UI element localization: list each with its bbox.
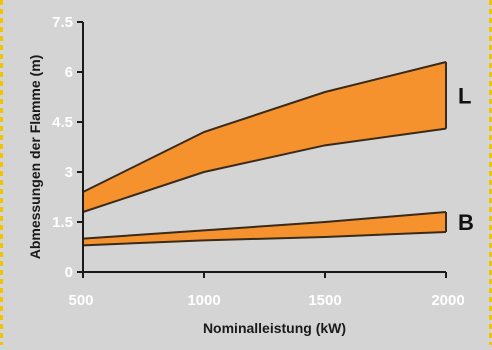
y-tick-label: 7.5 xyxy=(52,14,73,31)
band-area-l xyxy=(83,62,446,212)
band-b-upper-line xyxy=(82,211,447,240)
y-tick-label: 3 xyxy=(65,164,73,181)
x-axis-title: Nominalleistung (kW) xyxy=(203,320,346,336)
y-tick-label: 4.5 xyxy=(52,114,73,131)
x-tick-label: 500 xyxy=(68,292,93,309)
band-l-upper-line xyxy=(82,61,447,193)
y-tick-label: 1.5 xyxy=(52,214,73,231)
x-tick-label: 1000 xyxy=(187,292,220,309)
band-l-lower-line xyxy=(82,127,447,213)
bands-group: LB xyxy=(82,61,474,247)
x-tick-label: 2000 xyxy=(431,292,464,309)
x-tick-label: 1500 xyxy=(308,292,341,309)
y-tick-label: 0 xyxy=(65,264,73,281)
band-b-lower-line xyxy=(82,231,447,247)
band-label-b: B xyxy=(458,210,474,235)
y-axis-title: Abmessungen der Flamme (m) xyxy=(27,55,43,260)
band-label-l: L xyxy=(458,83,471,108)
ticks-group: 0 1.5 3 4.5 6 7.5 500 1000 1500 2000 xyxy=(52,14,465,309)
y-tick-label: 6 xyxy=(65,64,73,81)
